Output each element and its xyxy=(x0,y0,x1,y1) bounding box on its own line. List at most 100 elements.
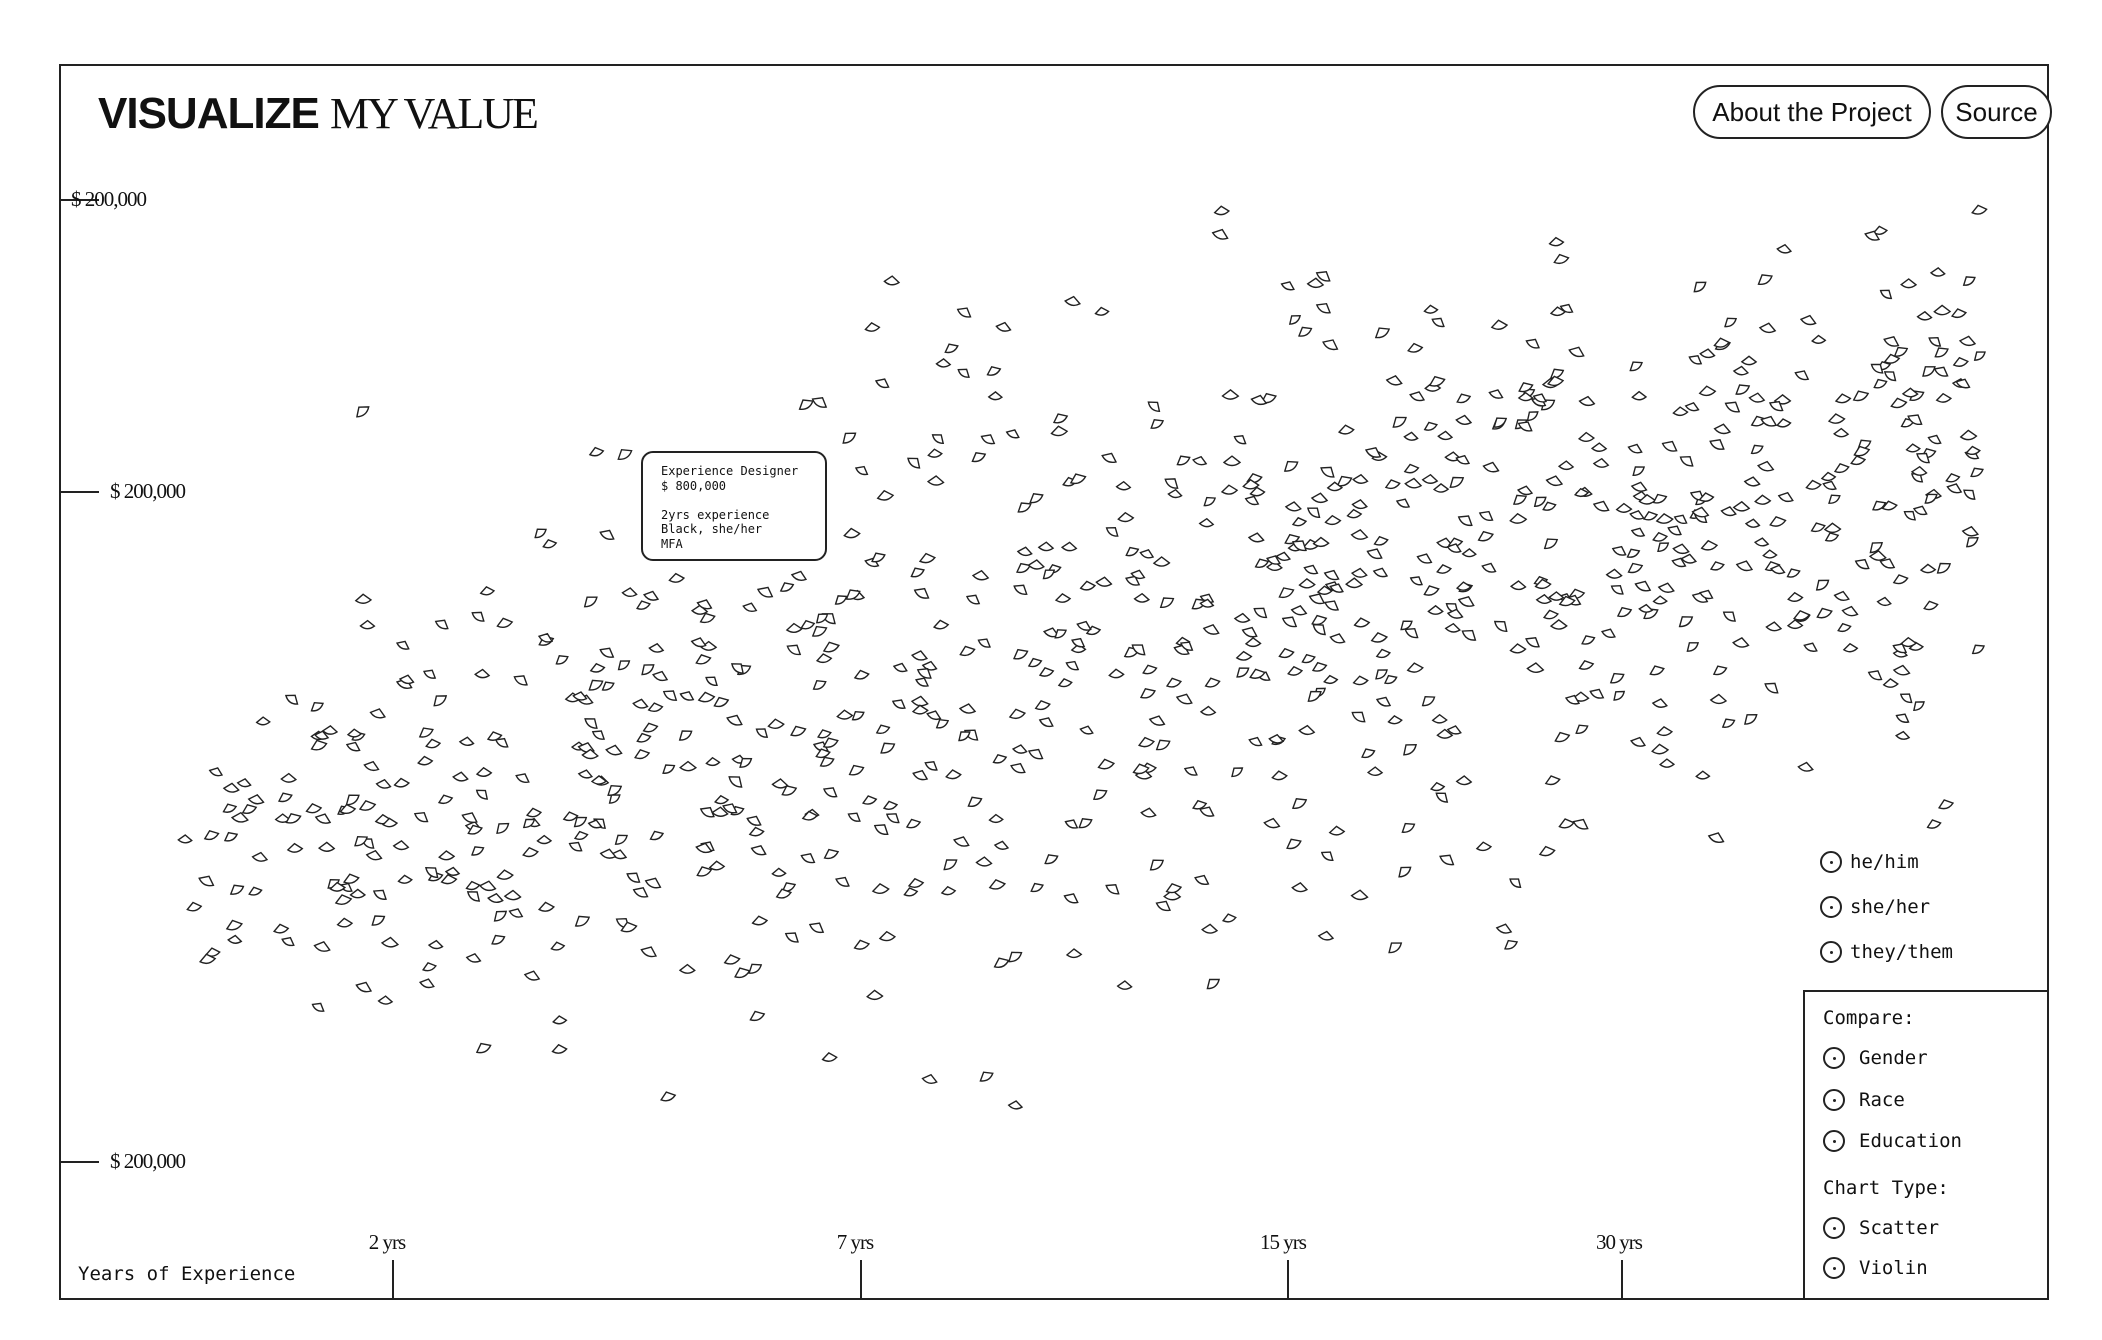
scatter-point[interactable] xyxy=(1015,562,1032,574)
scatter-point[interactable] xyxy=(734,967,751,979)
scatter-point[interactable] xyxy=(440,873,458,885)
scatter-point[interactable] xyxy=(1165,882,1183,894)
scatter-point[interactable] xyxy=(1787,591,1804,602)
scatter-point[interactable] xyxy=(785,622,803,633)
scatter-point[interactable] xyxy=(1883,371,1897,382)
scatter-point[interactable] xyxy=(1971,204,1988,215)
scatter-point[interactable] xyxy=(1532,393,1548,403)
scatter-point[interactable] xyxy=(1248,736,1263,747)
scatter-point[interactable] xyxy=(346,728,363,738)
scatter-point[interactable] xyxy=(1345,577,1364,589)
scatter-point[interactable] xyxy=(1626,548,1641,558)
scatter-point[interactable] xyxy=(1709,693,1728,705)
scatter-point[interactable] xyxy=(1423,421,1438,431)
scatter-point[interactable] xyxy=(1592,500,1610,512)
scatter-point[interactable] xyxy=(1611,545,1627,556)
scatter-point[interactable] xyxy=(1672,543,1690,555)
scatter-point[interactable] xyxy=(1071,637,1086,648)
scatter-point[interactable] xyxy=(1927,434,1942,445)
scatter-point[interactable] xyxy=(1065,948,1083,959)
scatter-point[interactable] xyxy=(1286,838,1302,850)
scatter-point[interactable] xyxy=(1155,900,1172,912)
scatter-point[interactable] xyxy=(343,873,360,884)
scatter-point[interactable] xyxy=(1833,427,1850,438)
scatter-point[interactable] xyxy=(1406,662,1424,673)
scatter-point[interactable] xyxy=(1883,353,1901,364)
scatter-point[interactable] xyxy=(427,939,444,950)
scatter-point[interactable] xyxy=(1250,394,1268,406)
scatter-point[interactable] xyxy=(1287,665,1304,676)
scatter-point[interactable] xyxy=(815,653,833,664)
scatter-point[interactable] xyxy=(1366,548,1383,560)
scatter-point[interactable] xyxy=(821,1052,838,1062)
scatter-point[interactable] xyxy=(1753,537,1770,547)
scatter-point[interactable] xyxy=(1632,466,1646,477)
source-button[interactable]: Source xyxy=(1941,85,2052,139)
scatter-point[interactable] xyxy=(874,378,890,389)
scatter-point[interactable] xyxy=(1854,558,1870,570)
scatter-point[interactable] xyxy=(1183,766,1198,776)
scatter-point[interactable] xyxy=(987,391,1004,401)
scatter-point[interactable] xyxy=(1815,579,1830,591)
scatter-point[interactable] xyxy=(1850,455,1867,466)
scatter-point[interactable] xyxy=(786,644,802,656)
scatter-point[interactable] xyxy=(223,831,239,842)
scatter-point[interactable] xyxy=(808,922,825,934)
scatter-point[interactable] xyxy=(822,737,839,748)
scatter-point[interactable] xyxy=(784,932,799,943)
scatter-point[interactable] xyxy=(375,778,392,789)
scatter-point[interactable] xyxy=(1320,851,1334,862)
scatter-point[interactable] xyxy=(945,769,962,780)
scatter-point[interactable] xyxy=(1423,304,1439,314)
scatter-point[interactable] xyxy=(819,756,835,767)
scatter-point[interactable] xyxy=(875,724,891,735)
scatter-point[interactable] xyxy=(1973,351,1986,361)
scatter-point[interactable] xyxy=(475,766,493,777)
scatter-point[interactable] xyxy=(1283,460,1299,472)
scatter-point[interactable] xyxy=(371,915,386,926)
scatter-point[interactable] xyxy=(854,465,869,476)
scatter-point[interactable] xyxy=(1292,540,1307,552)
scatter-point[interactable] xyxy=(1488,389,1504,399)
scatter-point[interactable] xyxy=(1713,337,1731,348)
scatter-point[interactable] xyxy=(1076,620,1092,631)
scatter-point[interactable] xyxy=(1543,538,1559,550)
scatter-point[interactable] xyxy=(1133,592,1151,603)
scatter-point[interactable] xyxy=(723,954,741,965)
scatter-point[interactable] xyxy=(542,538,558,549)
scatter-point[interactable] xyxy=(1038,717,1054,728)
scatter-point[interactable] xyxy=(1236,667,1250,678)
compare-option-gender[interactable]: Gender xyxy=(1823,1047,1928,1069)
scatter-point[interactable] xyxy=(1149,859,1165,871)
scatter-point[interactable] xyxy=(1403,743,1417,756)
scatter-point[interactable] xyxy=(1134,768,1153,780)
scatter-point[interactable] xyxy=(967,796,983,808)
scatter-point[interactable] xyxy=(1042,569,1056,580)
scatter-point[interactable] xyxy=(465,880,481,891)
scatter-point[interactable] xyxy=(1222,455,1242,467)
scatter-point[interactable] xyxy=(1317,930,1335,941)
scatter-point[interactable] xyxy=(1455,581,1472,591)
scatter-point[interactable] xyxy=(1147,401,1161,413)
scatter-point[interactable] xyxy=(1482,461,1500,473)
scatter-point[interactable] xyxy=(1883,335,1900,347)
scatter-point[interactable] xyxy=(1375,648,1391,659)
scatter-point[interactable] xyxy=(781,785,798,796)
scatter-point[interactable] xyxy=(1526,411,1539,422)
scatter-point[interactable] xyxy=(708,860,726,871)
scatter-point[interactable] xyxy=(979,1071,994,1082)
scatter-point[interactable] xyxy=(750,844,767,856)
scatter-point[interactable] xyxy=(1776,418,1792,428)
scatter-point[interactable] xyxy=(537,632,554,643)
scatter-point[interactable] xyxy=(317,841,336,852)
scatter-point[interactable] xyxy=(956,307,972,318)
scatter-point[interactable] xyxy=(1961,525,1980,537)
scatter-point[interactable] xyxy=(652,670,669,682)
scatter-point[interactable] xyxy=(1446,725,1462,735)
scatter-point[interactable] xyxy=(1912,505,1928,516)
scatter-point[interactable] xyxy=(1578,395,1596,407)
scatter-point[interactable] xyxy=(891,699,906,709)
scatter-point[interactable] xyxy=(419,978,435,989)
scatter-point[interactable] xyxy=(1404,627,1419,639)
scatter-point[interactable] xyxy=(905,818,922,829)
